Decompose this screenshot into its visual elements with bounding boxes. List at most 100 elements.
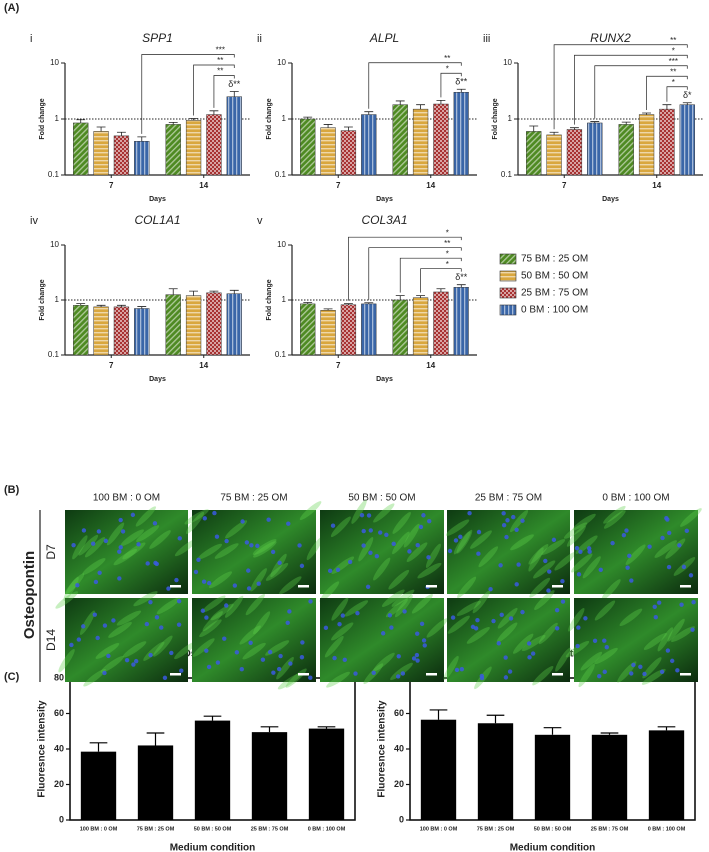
error-bar (323, 308, 333, 311)
significance-bracket (440, 72, 462, 98)
significance-label: * (446, 64, 449, 73)
scale-bar (170, 585, 181, 588)
significance-label: ** (444, 54, 450, 63)
panel-number: iv (30, 215, 38, 227)
chart-title: COL3A1 (361, 213, 407, 227)
x-tick-label: 7 (109, 181, 114, 190)
y-axis-label: Fold change (492, 98, 499, 139)
x-tick-label: 0 BM : 100 OM (648, 826, 686, 832)
bar (134, 308, 150, 356)
x-tick-label: 75 BM : 25 OM (137, 826, 175, 832)
bar (80, 751, 117, 820)
scale-bar (680, 673, 691, 676)
error-bar (168, 121, 178, 125)
bar (618, 124, 634, 176)
scale-bar (426, 673, 437, 676)
significance-bracket (594, 65, 688, 119)
bar (433, 103, 449, 176)
x-tick-label: 100 BM : 0 OM (420, 826, 458, 832)
significance-bracket (666, 86, 688, 102)
significance-bracket (193, 64, 235, 116)
scale-bar (298, 673, 309, 676)
micrograph (320, 510, 444, 594)
y-tick-label: 10 (50, 58, 59, 67)
error-bar (642, 112, 652, 115)
y-tick-label: 40 (54, 743, 64, 753)
error-bar (429, 709, 448, 720)
panel-label: (B) (4, 484, 20, 496)
significance-label: * (446, 228, 449, 237)
x-tick-label: 0 BM : 100 OM (308, 826, 346, 832)
error-bar (590, 121, 600, 123)
micrograph (447, 598, 570, 682)
bar (546, 134, 562, 176)
bar (73, 305, 89, 356)
error-bar (416, 104, 426, 110)
bar (392, 299, 408, 356)
y-tick-label: 1 (508, 114, 513, 123)
legend-swatch (499, 253, 517, 265)
column-label: 100 BM : 0 OM (93, 493, 160, 504)
bar (206, 114, 222, 176)
bar (591, 734, 628, 820)
error-bar (209, 110, 219, 115)
x-tick-label: 25 BM : 75 OM (591, 826, 629, 832)
significance-bracket (553, 44, 688, 130)
error-bar (395, 100, 405, 105)
y-tick-label: 10 (277, 58, 286, 67)
bar (165, 294, 181, 356)
bar (206, 292, 222, 356)
significance-bracket (646, 75, 688, 110)
y-tick-label: 60 (394, 708, 404, 718)
x-axis-label: Days (376, 376, 393, 383)
legend-swatch (499, 287, 517, 299)
y-tick-label: 1 (282, 114, 287, 123)
error-bar (116, 131, 126, 136)
bar (226, 96, 242, 176)
error-bar (96, 126, 106, 132)
y-tick-label: 10 (50, 240, 59, 249)
bar (534, 734, 571, 820)
significance-label: *** (669, 57, 678, 66)
error-bar (116, 304, 126, 307)
bar (137, 745, 174, 820)
y-tick-label: 0.1 (275, 170, 287, 179)
bar (73, 122, 89, 176)
panel-number: ii (257, 33, 262, 45)
significance-bracket (420, 268, 462, 293)
significance-label: * (672, 78, 675, 87)
bar (251, 732, 288, 820)
bar (453, 92, 469, 176)
error-bar (364, 302, 374, 304)
legend-label: 25 BM : 75 OM (521, 288, 588, 299)
bar (526, 131, 542, 176)
legend-swatch (499, 270, 517, 282)
bar (648, 730, 685, 820)
y-tick-label: 10 (277, 240, 286, 249)
bar (93, 306, 109, 356)
y-tick-label: 0.1 (48, 170, 60, 179)
x-tick-label: 14 (426, 361, 435, 370)
error-bar (260, 726, 279, 733)
y-axis-label: Fold change (39, 279, 46, 320)
x-tick-label: 7 (109, 361, 114, 370)
error-bar (543, 727, 562, 735)
x-axis-label: Days (149, 376, 166, 383)
x-axis-label: Days (149, 196, 166, 203)
error-bar (189, 118, 199, 121)
significance-label: ** (670, 36, 676, 45)
bar (300, 118, 316, 176)
panel-number: i (30, 33, 32, 45)
y-tick-label: 80 (54, 672, 64, 682)
error-bar (569, 127, 579, 130)
x-tick-label: 50 BM : 50 OM (194, 826, 232, 832)
micrograph (192, 510, 316, 594)
bar (361, 303, 377, 356)
legend-label: 0 BM : 100 OM (521, 305, 588, 316)
panel-number: iii (483, 33, 490, 45)
x-axis-label: Medium condition (510, 843, 596, 852)
significance-bracket (348, 236, 462, 301)
bar (453, 287, 469, 356)
column-label: 75 BM : 25 OM (220, 493, 287, 504)
error-bar (364, 111, 374, 115)
